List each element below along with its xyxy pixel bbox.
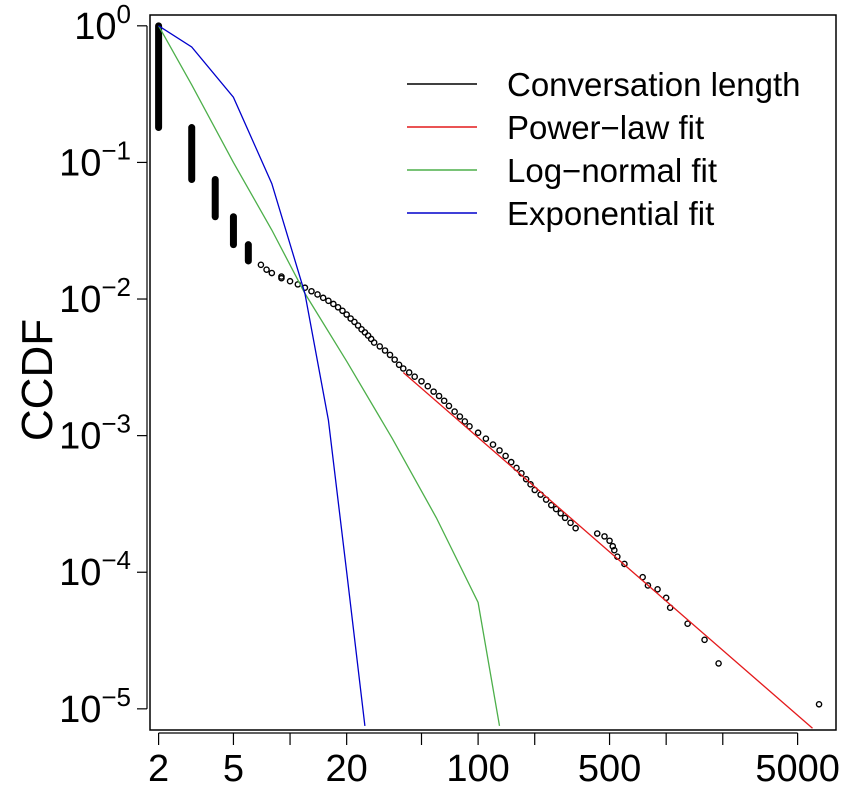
y-tick-label: 100 [74,0,131,48]
data-point [440,397,448,405]
data-point [522,475,530,483]
x-tick-label: 5000 [755,748,840,790]
data-point [354,322,362,329]
data-point [547,501,555,509]
data-point [445,402,453,410]
data-point [399,365,407,372]
data-point [286,277,294,285]
log-normal-fit-line [158,25,501,727]
data-point [395,361,403,369]
data-point [456,413,464,420]
data-point [308,287,315,295]
y-axis: 100 10−1 10−2 10−3 10−4 10−5 [59,0,148,731]
data-point [257,261,265,269]
data-point [593,530,601,537]
data-point [561,514,569,522]
x-tick-label: 500 [578,748,641,790]
data-point [391,356,398,363]
data-point [507,458,515,466]
legend-label: Log−normal fit [507,152,717,189]
data-point [552,505,560,513]
x-tick-label: 5 [223,748,244,790]
data-point [405,369,413,376]
data-point [411,373,418,381]
data-point [611,546,618,554]
exponential-fit-line [158,25,366,726]
data-point [621,560,628,568]
y-tick-label: 10−5 [59,682,131,731]
data-point [496,447,503,454]
data-point [334,303,342,311]
y-tick-label: 10−1 [59,135,131,184]
x-tick-label: 2 [148,748,169,790]
data-point [482,435,490,442]
plot-frame [149,14,837,731]
data-point [527,481,534,488]
data-point [351,318,358,326]
data-point [347,315,354,322]
series-layer [155,22,823,729]
data-point [451,408,458,415]
data-point [319,294,327,302]
y-tick-label: 10−2 [59,272,131,321]
y-tick-label: 10−4 [59,545,131,594]
data-point [330,300,337,308]
data-point [489,441,497,448]
legend-label: Exponential fit [507,195,714,232]
data-point [418,377,425,385]
data-point [601,533,608,540]
data-point [815,700,823,708]
data-point [430,388,437,395]
y-axis-label: CCDF [13,319,62,441]
data-point [474,429,482,437]
data-point [376,343,384,350]
legend-label: Power−law fit [507,109,704,146]
data-point [381,347,389,354]
data-point [557,510,565,517]
legend-label: Conversation length [507,66,801,103]
data-point [343,311,350,318]
x-axis: 2 5 20 100 500 5000 [148,732,840,790]
data-point [325,297,332,305]
data-point [606,537,613,545]
data-point [461,418,469,425]
data-point [339,307,346,315]
legend: Conversation length Power−law fit Log−norm… [407,66,801,232]
data-point [502,452,509,460]
data-point [644,582,652,589]
data-point [654,586,661,593]
power-law-fit-line [402,372,813,729]
x-tick-label: 100 [446,748,509,790]
data-point [572,524,579,532]
data-point [435,392,443,400]
data-point [715,660,722,667]
data-point [466,423,473,430]
data-point [684,620,691,628]
data-point [370,339,378,346]
data-point [268,269,276,277]
y-tick-label: 10−3 [59,409,131,458]
data-point [314,291,321,298]
data-point [567,519,574,527]
data-point [278,274,285,282]
data-point [263,266,270,273]
data-point [701,636,708,644]
x-tick-label: 20 [326,748,368,790]
data-point [386,351,394,359]
data-point [424,382,432,390]
